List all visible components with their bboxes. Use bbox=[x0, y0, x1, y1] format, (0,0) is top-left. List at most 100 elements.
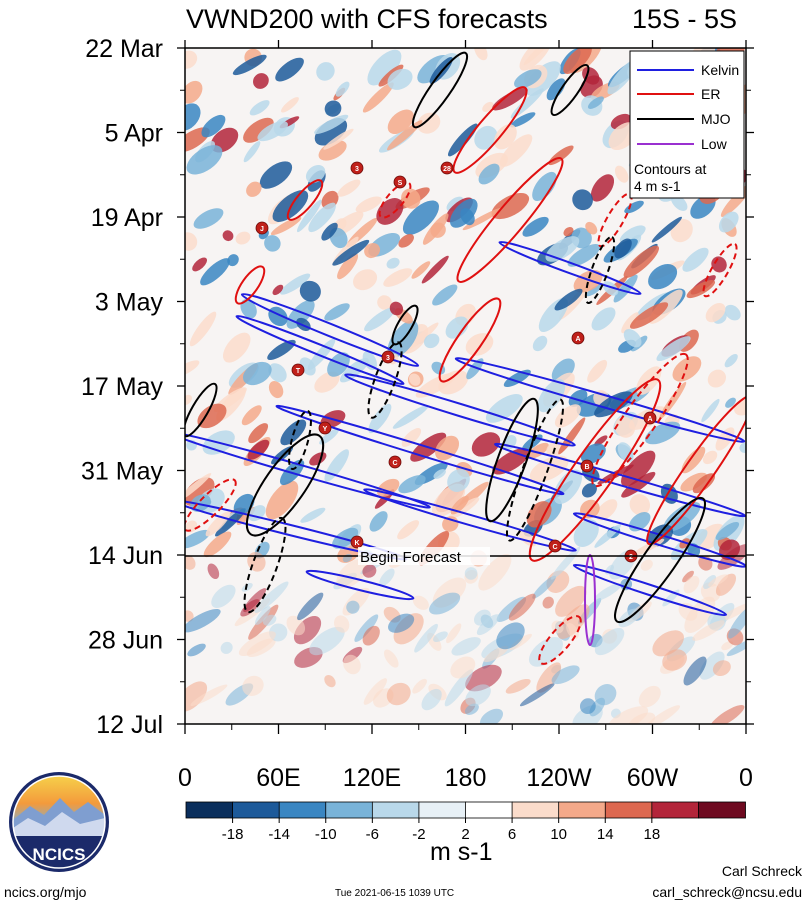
storm-marker bbox=[388, 455, 402, 469]
colorbar-tick-label: 6 bbox=[508, 826, 516, 843]
anomaly-cell bbox=[421, 255, 449, 284]
anomaly-cell bbox=[566, 622, 579, 639]
anomaly-cell bbox=[494, 124, 517, 150]
logo-text: NCICS bbox=[33, 845, 86, 864]
anomaly-cell bbox=[243, 117, 274, 143]
colorbar-tick-label: -14 bbox=[268, 826, 290, 843]
mjo-contour bbox=[411, 51, 469, 129]
author-email[interactable]: carl_schreck@ncsu.edu bbox=[652, 884, 802, 900]
anomaly-cell bbox=[590, 174, 615, 202]
anomaly-cell bbox=[617, 442, 634, 463]
anomaly-cell bbox=[567, 244, 601, 267]
anomaly-cell bbox=[406, 322, 439, 351]
anomaly-cell bbox=[324, 303, 350, 321]
colorbar-tick-label: 10 bbox=[550, 826, 567, 843]
anomaly-cell bbox=[412, 595, 429, 610]
anomaly-cell bbox=[215, 508, 246, 537]
mjo-contour bbox=[245, 433, 325, 537]
anomaly-cell bbox=[614, 416, 636, 438]
anomaly-cell bbox=[243, 141, 261, 163]
anomaly-cell bbox=[316, 62, 335, 81]
anomaly-cell bbox=[300, 507, 326, 523]
anomaly-cell bbox=[725, 397, 736, 408]
anomaly-cell bbox=[638, 685, 661, 708]
kelvin-contour bbox=[305, 569, 415, 601]
anomaly-cell bbox=[185, 127, 210, 153]
anomaly-cell bbox=[272, 284, 284, 296]
anomaly-cell bbox=[686, 280, 716, 299]
anomaly-cell bbox=[478, 554, 512, 591]
y-tick-label: 12 Jul bbox=[96, 711, 163, 739]
anomaly-cell bbox=[629, 494, 651, 516]
anomaly-cell bbox=[327, 352, 350, 377]
anomaly-cell bbox=[573, 519, 599, 547]
anomaly-cell bbox=[307, 338, 336, 371]
anomaly-cell bbox=[482, 101, 494, 112]
er-contour bbox=[702, 242, 738, 298]
anomaly-cell bbox=[692, 620, 725, 641]
anomaly-cell bbox=[703, 575, 717, 589]
er-contour bbox=[234, 265, 266, 305]
colorbar-swatch bbox=[232, 801, 281, 819]
er-contour bbox=[591, 352, 689, 488]
x-tick-label: 120E bbox=[343, 764, 401, 792]
storm-label: J bbox=[260, 226, 264, 233]
anomaly-cell bbox=[519, 683, 555, 707]
storm-marker bbox=[580, 459, 594, 473]
legend: Kelvin ER MJO Low Contours at 4 m s-1 bbox=[629, 50, 745, 199]
anomaly-cell bbox=[585, 221, 598, 235]
kelvin-contour bbox=[240, 292, 420, 368]
anomaly-cell bbox=[185, 529, 211, 549]
anomaly-cell bbox=[503, 369, 531, 387]
anomaly-cell bbox=[739, 442, 746, 453]
legend-er-label: ER bbox=[701, 86, 720, 102]
storm-marker bbox=[548, 539, 562, 553]
colorbar-units: m s-1 bbox=[430, 838, 493, 866]
anomaly-cell bbox=[563, 48, 592, 74]
anomaly-cell bbox=[623, 329, 642, 348]
website-link[interactable]: ncics.org/mjo bbox=[4, 884, 87, 900]
anomaly-cell bbox=[473, 609, 491, 626]
anomaly-cell bbox=[462, 207, 503, 231]
anomaly-cell bbox=[346, 600, 360, 614]
anomaly-cell bbox=[557, 604, 590, 640]
storm-label: Y bbox=[323, 426, 328, 433]
storm-label: 3 bbox=[355, 166, 359, 173]
forecast-label: Begin Forecast bbox=[360, 549, 462, 566]
kelvin-contour bbox=[185, 431, 431, 509]
mjo-contour bbox=[391, 304, 419, 346]
anomaly-cell bbox=[433, 469, 446, 479]
anomaly-cell bbox=[681, 446, 706, 474]
anomaly-cell bbox=[308, 202, 336, 233]
anomaly-cell bbox=[409, 373, 421, 386]
y-tick-label: 3 May bbox=[95, 289, 164, 317]
colorbar-tick-label: -6 bbox=[366, 826, 379, 843]
anomaly-cell bbox=[353, 269, 378, 291]
storm-label: C bbox=[552, 544, 557, 551]
y-tick-label: 17 May bbox=[81, 373, 163, 401]
anomaly-cell bbox=[527, 442, 549, 459]
anomaly-cell bbox=[185, 608, 221, 633]
anomaly-cell bbox=[268, 380, 284, 399]
anomaly-cell bbox=[546, 78, 566, 101]
er-contour bbox=[456, 157, 564, 283]
anomaly-cell bbox=[508, 593, 536, 621]
x-axis: 0 60E 120E 180 120W 60W 0 bbox=[178, 40, 753, 792]
chart-region: 15S - 5S bbox=[632, 4, 737, 34]
anomaly-cell bbox=[719, 602, 746, 622]
colorbar-tick-label: 18 bbox=[643, 826, 660, 843]
anomaly-cell bbox=[474, 48, 488, 61]
anomaly-cell bbox=[621, 312, 639, 334]
colorbar-swatch bbox=[698, 801, 746, 819]
legend-contour-value: 4 m s-1 bbox=[634, 178, 681, 194]
anomaly-cell bbox=[724, 304, 741, 321]
anomaly-cell bbox=[242, 361, 272, 386]
x-tick-label: 60W bbox=[627, 764, 679, 792]
anomaly-cell bbox=[550, 546, 581, 580]
er-contour bbox=[646, 394, 746, 546]
anomaly-cell bbox=[185, 103, 201, 131]
mjo-contour bbox=[505, 398, 565, 542]
colorbar-tick-label: -2 bbox=[412, 826, 425, 843]
anomaly-cell bbox=[573, 269, 603, 293]
anomaly-cell bbox=[241, 582, 253, 592]
